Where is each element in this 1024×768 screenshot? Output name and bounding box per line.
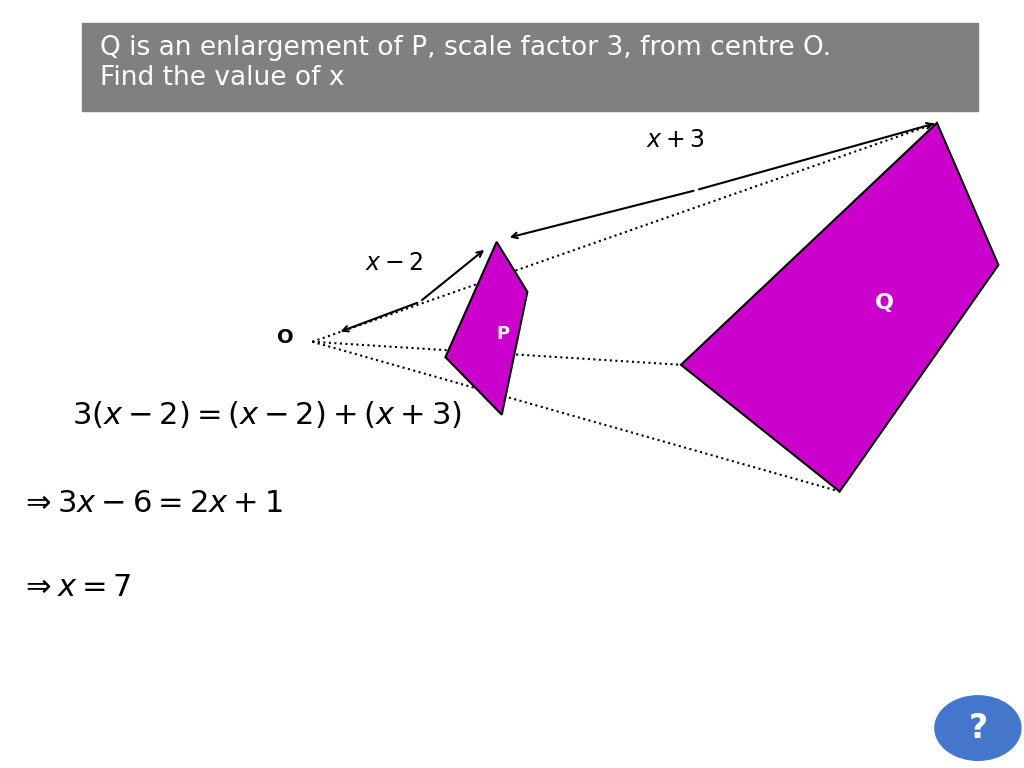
Text: $\Rightarrow x=7$: $\Rightarrow x=7$: [20, 573, 132, 602]
FancyBboxPatch shape: [82, 23, 978, 111]
Text: Q is an enlargement of P, scale factor 3, from centre O.
Find the value of x: Q is an enlargement of P, scale factor 3…: [100, 35, 831, 91]
Circle shape: [935, 696, 1021, 760]
Text: P: P: [497, 325, 510, 343]
Text: $3(x-2)=(x-2)+(x+3)$: $3(x-2)=(x-2)+(x+3)$: [72, 399, 462, 430]
Polygon shape: [681, 123, 998, 492]
Text: O: O: [278, 329, 294, 347]
Text: $\Rightarrow 3x-6=2x+1$: $\Rightarrow 3x-6=2x+1$: [20, 488, 283, 518]
Text: $x+3$: $x+3$: [646, 127, 706, 152]
Polygon shape: [445, 242, 527, 415]
Text: Q: Q: [874, 293, 894, 313]
Text: ?: ?: [969, 712, 987, 744]
Text: $x-2$: $x-2$: [366, 251, 423, 275]
